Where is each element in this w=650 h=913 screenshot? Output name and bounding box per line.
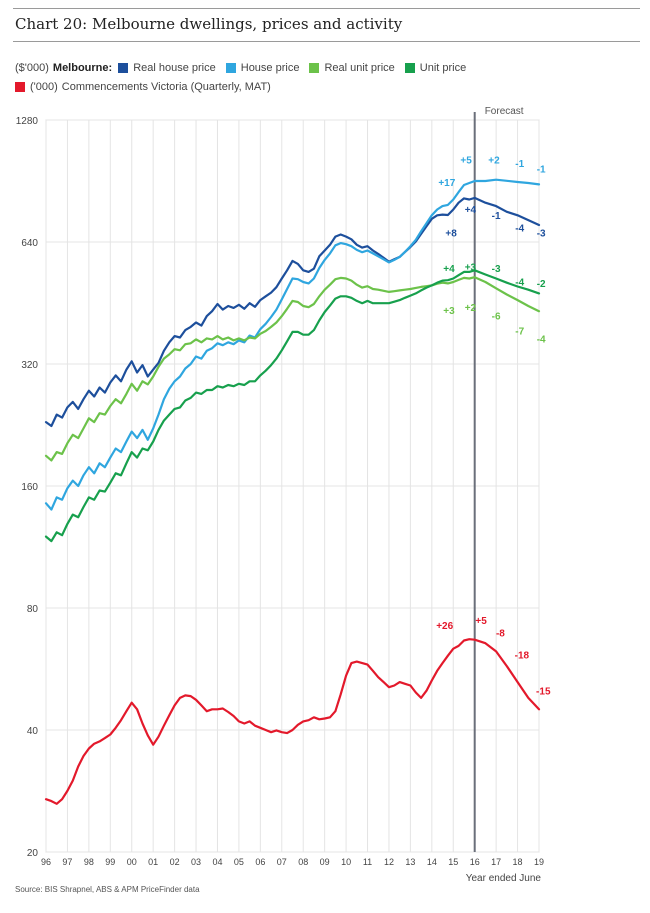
series-group [44,178,541,805]
axes: 96 97 98 99 00 01 02 03 04 05 06 07 08 09 10 11 12 13 14 15… [16,106,544,884]
annotation-label: -1 [537,164,546,175]
x-tick-label: 02 [170,857,180,867]
legend-label: Real unit price [324,62,395,74]
x-tick-label: 18 [513,857,523,867]
annotation-label: -1 [515,159,524,170]
x-tick-label: 16 [470,857,480,867]
annotation-label: -6 [492,312,501,323]
y-tick-label: 1280 [16,116,39,127]
x-tick-label: 98 [84,857,94,867]
y-tick-label: 160 [21,482,38,493]
legend-row-2: ('000) Commencements Victoria (Quarterly… [15,81,271,93]
top-rule [13,8,640,9]
x-tick-label: 05 [234,857,244,867]
y-tick-label: 80 [27,604,39,615]
x-tick-label: 09 [320,857,330,867]
legend-item-real-unit-price: Real unit price [309,62,395,74]
annotation-label: -15 [536,686,551,697]
annotation-label: -7 [515,327,524,338]
y-tick-label: 640 [21,238,38,249]
legend-units-prefix: ($'000) [15,62,49,74]
legend-units-prefix: ('000) [30,81,58,93]
legend-label: Real house price [133,62,216,74]
grid [45,119,540,853]
annotation-label: -8 [496,629,505,640]
annotation-label: -4 [537,334,546,345]
x-tick-label: 07 [277,857,287,867]
x-tick-label: 17 [491,857,501,867]
x-tick-label: 03 [191,857,201,867]
legend-swatch [225,63,236,73]
annotation-label: +17 [438,178,455,189]
x-tick-label: 10 [341,857,351,867]
legend-swatch [15,82,25,92]
y-tick-label: 320 [21,360,38,371]
annotation-label: -4 [515,223,524,234]
x-tick-label: 12 [384,857,394,867]
annotation-label: -3 [537,229,546,240]
legend-swatch [118,63,129,73]
annotation-label: -4 [515,277,524,288]
x-tick-label: 14 [427,857,437,867]
x-tick-label: 97 [62,857,72,867]
legend-item-unit-price: Unit price [404,62,467,74]
legend-swatch [404,63,415,73]
source-note: Source: BIS Shrapnel, ABS & APM PriceFin… [15,885,200,894]
annotation-label: -18 [515,651,530,662]
x-tick-label: 00 [127,857,137,867]
x-tick-label: 11 [363,857,372,867]
x-tick-label: 96 [41,857,51,867]
annotation-label: -2 [537,279,546,290]
annotation-label: +26 [436,621,453,632]
forecast-label: Forecast [485,106,524,117]
annotation-label: +3 [443,306,455,317]
series-line-1 [44,178,541,511]
annotation-label: -3 [492,264,501,275]
annotation-label: +5 [475,616,487,627]
annotation-label: +2 [465,303,477,314]
annotations-group: +5 +2 -1 -1 +17 +4 -1 -4 -3 +8 +4 +3 -3 -4 -2 +3 +2 -6 -7 -… [436,155,551,697]
legend-row-1: ($'000) Melbourne: Real house price Hous… [15,62,476,74]
legend-label: Unit price [419,62,467,74]
legend-city-label: Melbourne: [52,62,113,74]
annotation-label: +5 [460,155,472,166]
annotation-label: +3 [465,262,477,273]
legend-label: Commencements Victoria (Quarterly, MAT) [61,81,271,93]
x-tick-label: 04 [212,857,222,867]
annotation-label: +4 [465,205,477,216]
x-axis-title: Year ended June [466,873,542,884]
x-tick-label: 01 [148,857,158,867]
legend-swatch [309,63,320,73]
annotation-label: -1 [492,211,501,222]
series-line-0 [44,196,541,428]
title-rule [13,41,640,42]
annotation-label: +2 [488,155,500,166]
x-tick-label: 19 [534,857,544,867]
chart-title: Chart 20: Melbourne dwellings, prices an… [15,15,403,33]
annotation-label: +4 [443,264,455,275]
legend-item-real-house-price: Real house price [118,62,216,74]
x-tick-label: 99 [105,857,115,867]
x-tick-label: 13 [405,857,415,867]
series-line-3 [44,269,541,543]
x-tick-label: 08 [298,857,308,867]
annotation-label: +8 [445,229,457,240]
legend-label: House price [240,62,300,74]
y-tick-label: 20 [27,848,39,859]
series-line-4 [44,638,541,805]
x-tick-label: 06 [255,857,265,867]
y-tick-label: 40 [27,726,39,737]
legend-item-house-price: House price [225,62,300,74]
x-tick-label: 15 [448,857,458,867]
